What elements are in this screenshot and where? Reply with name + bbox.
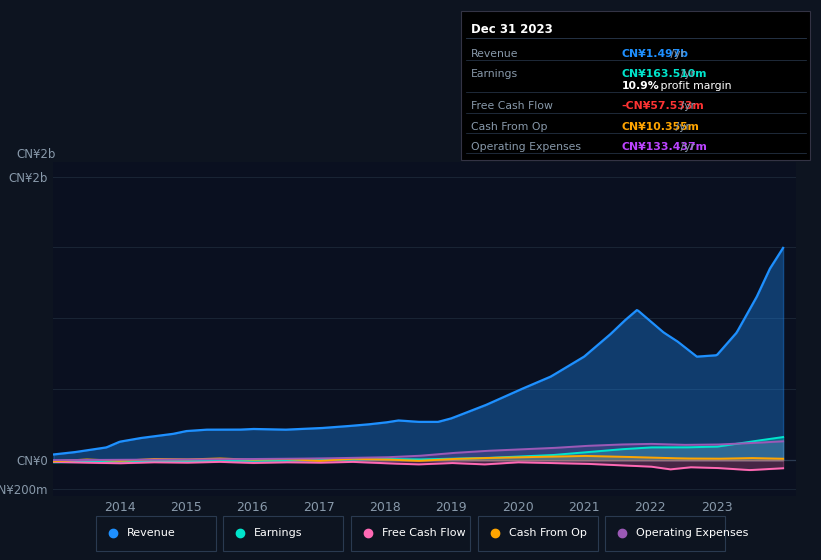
Text: CN¥1.497b: CN¥1.497b [621, 49, 689, 59]
Text: Cash From Op: Cash From Op [471, 122, 548, 132]
FancyBboxPatch shape [351, 516, 470, 551]
FancyBboxPatch shape [96, 516, 216, 551]
Text: Free Cash Flow: Free Cash Flow [471, 101, 553, 111]
FancyBboxPatch shape [605, 516, 725, 551]
Text: /yr: /yr [667, 49, 686, 59]
Text: Dec 31 2023: Dec 31 2023 [471, 23, 553, 36]
Text: CN¥10.355m: CN¥10.355m [621, 122, 699, 132]
Text: /yr: /yr [677, 101, 695, 111]
Text: CN¥163.510m: CN¥163.510m [621, 69, 707, 79]
Text: Revenue: Revenue [127, 529, 176, 538]
Text: CN¥133.437m: CN¥133.437m [621, 142, 708, 152]
Text: Earnings: Earnings [471, 69, 518, 79]
Text: profit margin: profit margin [657, 81, 732, 91]
Text: Operating Expenses: Operating Expenses [636, 529, 749, 538]
Text: /yr: /yr [677, 69, 695, 79]
Text: CN¥2b: CN¥2b [16, 147, 56, 161]
Text: 10.9%: 10.9% [621, 81, 659, 91]
Text: Revenue: Revenue [471, 49, 519, 59]
FancyBboxPatch shape [223, 516, 343, 551]
Text: Earnings: Earnings [255, 529, 303, 538]
Text: Cash From Op: Cash From Op [509, 529, 587, 538]
FancyBboxPatch shape [478, 516, 598, 551]
Text: /yr: /yr [677, 142, 695, 152]
Text: Operating Expenses: Operating Expenses [471, 142, 581, 152]
Text: Free Cash Flow: Free Cash Flow [382, 529, 466, 538]
Text: /yr: /yr [672, 122, 690, 132]
Text: -CN¥57.533m: -CN¥57.533m [621, 101, 704, 111]
